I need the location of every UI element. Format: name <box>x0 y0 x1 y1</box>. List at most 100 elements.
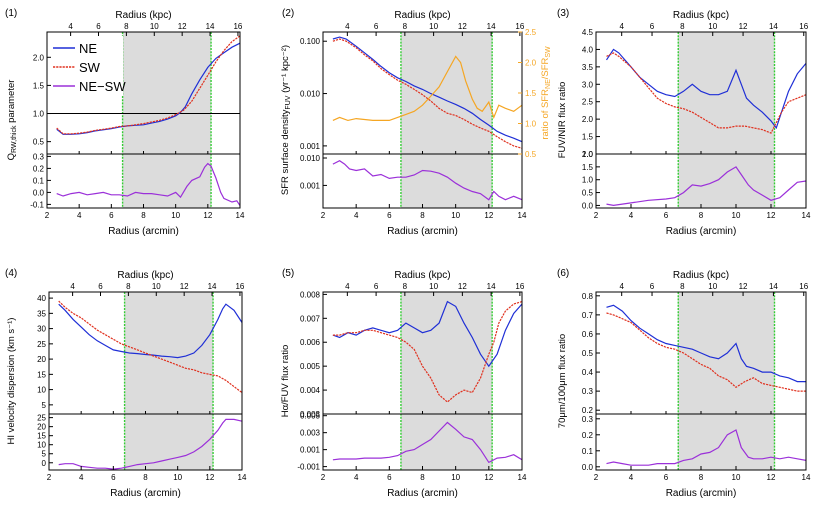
panel-1-y-tick-label: 1.0 <box>33 110 45 119</box>
panel-4-y-tick-label: 15 <box>37 370 46 379</box>
panel-1-lower-y-tick-label: -0.1 <box>30 200 44 209</box>
panel-2-right-axis-label-part: NE <box>545 79 552 89</box>
panel-1-y-axis-label-main: Q <box>6 153 17 160</box>
panel-2-right-tick-label: 1.5 <box>525 89 537 98</box>
panel-5-y-tick-label: 0.008 <box>300 290 321 299</box>
panel-6-x-tick-label: 2 <box>594 473 599 482</box>
panel-6-x-tick-label: 6 <box>664 473 669 482</box>
panel-2-series-sw <box>332 38 523 149</box>
panel-1-x-axis-label: Radius (arcmin) <box>108 226 179 237</box>
panel-5-x-axis-label: Radius (arcmin) <box>387 488 458 499</box>
panel-5-series-sw <box>332 301 523 403</box>
panel-3-y-axis-label: FUV/NIR flux ratio <box>557 82 568 159</box>
panel-2-y-axis-label-sub: FUV <box>285 95 292 109</box>
panel-5-x-tick-label: 2 <box>321 473 326 482</box>
panel-4-x-tick-label: 8 <box>143 473 148 482</box>
panel-5-top-tick-label: 8 <box>403 282 408 291</box>
panel-2-top-tick-label: 12 <box>458 22 467 31</box>
panel-3-series-ne-sw <box>606 166 807 207</box>
panel-2-right-axis-label-part: /SFR <box>540 57 551 79</box>
panel-4-shaded-region <box>124 292 214 470</box>
panel-6-top-tick-label: 12 <box>739 282 748 291</box>
panel-5-y-tick-label: 0.003 <box>300 410 321 419</box>
panel-4-series-sw <box>58 300 243 394</box>
panel-5-y-tick-label: 0.007 <box>300 314 321 323</box>
panel-2-panel-label: (2) <box>282 8 294 19</box>
panel-1-top-tick-label: 6 <box>96 22 101 31</box>
panel-2-x-tick-label: 4 <box>354 211 359 220</box>
panel-4-panel-label: (4) <box>5 268 17 279</box>
panel-6-x-tick-label: 4 <box>629 473 634 482</box>
panel-1-x-tick-label: 6 <box>109 211 114 220</box>
panel-1-top-axis-label: Radius (kpc) <box>115 10 171 21</box>
panel-4-lower-y-tick-label: 25 <box>37 414 46 423</box>
panel-2-y-tick-label: 0.100 <box>300 37 321 46</box>
panel-2-series-ratio <box>332 55 523 122</box>
panel-5-y-axis-label: Hα/FUV flux ratio <box>280 345 291 418</box>
panel-6-top-tick-label: 10 <box>708 282 717 291</box>
panel-6-top-axis-label: Radius (kpc) <box>673 270 729 281</box>
panel-1-series-sw <box>56 35 241 135</box>
panel-1-top-tick-label: 10 <box>150 22 159 31</box>
panel-3-x-tick-label: 6 <box>664 211 669 220</box>
panel-1-legend-label-3: NE−SW <box>79 79 126 94</box>
panel-3-y-tick-label: 1.0 <box>582 150 594 159</box>
panel-6-top-tick-label: 4 <box>619 282 624 291</box>
panel-3-y-tick-label: 2.0 <box>582 115 594 124</box>
panel-4-top-tick-label: 4 <box>70 282 75 291</box>
panel-5-y-tick-label: 0.006 <box>300 338 321 347</box>
panel-4-x-tick-label: 14 <box>238 473 247 482</box>
panel-3-x-tick-label: 8 <box>699 211 704 220</box>
panel-2-x-axis-label: Radius (arcmin) <box>387 226 458 237</box>
panel-4-y-tick-label: 35 <box>37 309 46 318</box>
panel-1-shaded-region <box>122 32 212 208</box>
panel-2-top-tick-label: 10 <box>429 22 438 31</box>
panel-4-y-tick-label: 30 <box>37 325 46 334</box>
panel-4-y-tick-label: 5 <box>42 401 47 410</box>
panel-2-right-tick-label: 2.5 <box>525 28 537 37</box>
panel-4-top-tick-label: 8 <box>126 282 131 291</box>
panel-4-x-tick-label: 4 <box>79 473 84 482</box>
panel-2-y-axis-label: SFR surface densityFUV (yr⁻¹ kpc⁻²) <box>280 45 292 195</box>
panel-2-top-tick-label: 6 <box>374 22 379 31</box>
panel-6-y-axis-label: 70μm/100μm flux ratio <box>557 334 568 428</box>
panel-2-shaded-region <box>400 32 493 208</box>
panel-1-y-axis-label-rest: parameter <box>6 80 17 126</box>
panel-6-x-axis-label: Radius (arcmin) <box>666 488 737 499</box>
panel-6-top-tick-label: 16 <box>799 282 808 291</box>
panel-3-lower-y-tick-label: 1.5 <box>582 163 594 172</box>
panel-5-y-tick-label: 0.005 <box>300 362 321 371</box>
panel-6-lower-y-tick-label: 0.1 <box>582 447 594 456</box>
panel-6-y-tick-label: 0.4 <box>582 368 594 377</box>
panel-5-x-tick-label: 14 <box>518 473 527 482</box>
panel-4-lower-y-tick-label: 15 <box>37 432 46 441</box>
panel-5-x-tick-label: 4 <box>354 473 359 482</box>
panel-1-lower-y-tick-label: 0.1 <box>33 176 45 185</box>
panel-1-x-tick-label: 8 <box>141 211 146 220</box>
panel-6-top-tick-label: 14 <box>769 282 778 291</box>
panel-6-y-tick-label: 0.8 <box>582 292 594 301</box>
panel-2-y-tick-label: 0.001 <box>300 142 321 151</box>
panel-2-top-tick-label: 16 <box>515 22 524 31</box>
panel-6-y-tick-label: 0.7 <box>582 311 594 320</box>
panel-5-y-axis-label-main: Hα/FUV flux ratio <box>280 345 291 418</box>
panel-1-lower-y-tick-label: 0.0 <box>33 188 45 197</box>
panel-1-x-tick-label: 2 <box>45 211 50 220</box>
panel-3-y-tick-label: 3.0 <box>582 80 594 89</box>
panel-4-y-tick-label: 25 <box>37 340 46 349</box>
panel-4-top-tick-label: 6 <box>98 282 103 291</box>
panel-4-x-axis-label: Radius (arcmin) <box>110 488 181 499</box>
panel-1-y-tick-label: 2.0 <box>33 53 45 62</box>
panel-2-x-tick-label: 6 <box>387 211 392 220</box>
panel-2-lower-y-tick-label: 0.010 <box>300 154 321 163</box>
panel-1-x-tick-label: 14 <box>236 211 245 220</box>
panel-3-lower-y-tick-label: 0.5 <box>582 189 594 198</box>
panel-5-shaded-region <box>400 292 493 470</box>
panel-2-x-tick-label: 14 <box>518 211 527 220</box>
panel-3-x-tick-label: 14 <box>802 211 811 220</box>
panel-6-panel-label: (6) <box>557 268 569 279</box>
panel-2-y-axis-label-rest: (yr⁻¹ kpc⁻²) <box>280 45 291 96</box>
panel-5-series-ne-sw <box>332 421 523 464</box>
panel-4-lower-y-tick-label: 10 <box>37 441 46 450</box>
panel-6-lower-y-tick-label: 0.2 <box>582 431 594 440</box>
